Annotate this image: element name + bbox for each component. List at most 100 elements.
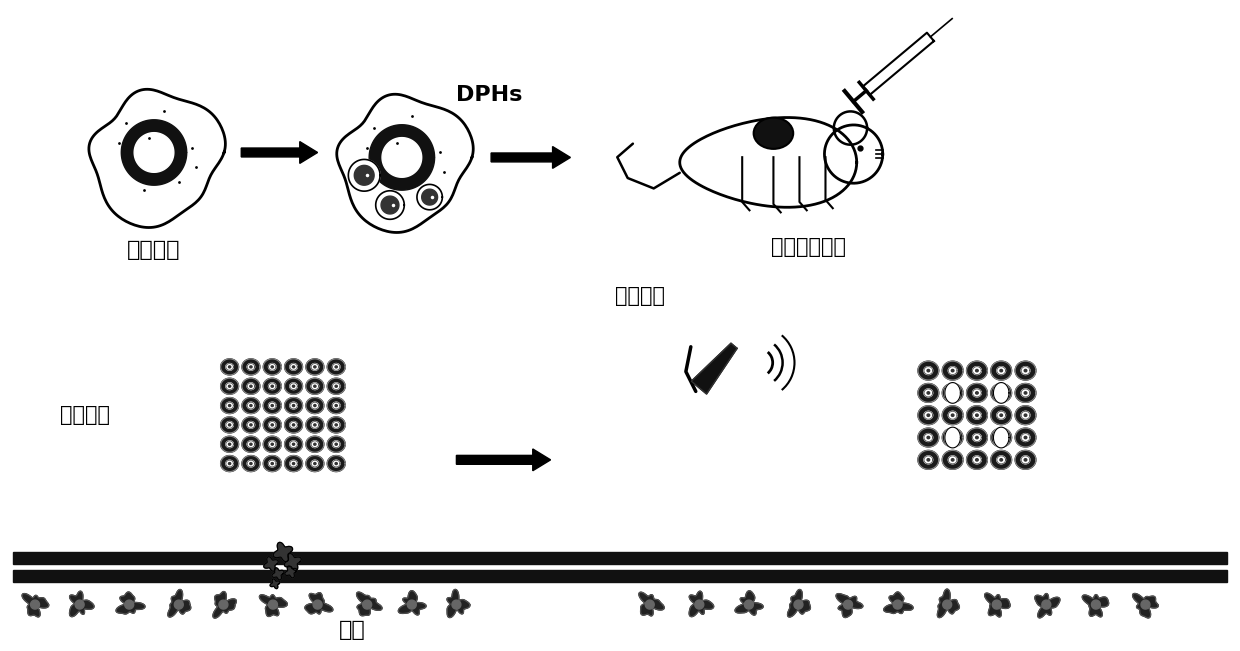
Polygon shape <box>997 456 1006 464</box>
Polygon shape <box>945 427 961 448</box>
Polygon shape <box>1022 389 1030 397</box>
Polygon shape <box>991 361 1012 380</box>
Polygon shape <box>1016 383 1035 402</box>
Polygon shape <box>999 414 1002 417</box>
Polygon shape <box>976 369 978 372</box>
Polygon shape <box>993 383 1009 403</box>
Polygon shape <box>269 600 278 609</box>
Polygon shape <box>1022 411 1030 419</box>
Polygon shape <box>884 592 913 613</box>
Polygon shape <box>272 443 273 445</box>
Polygon shape <box>332 422 340 428</box>
Polygon shape <box>992 600 1001 609</box>
Polygon shape <box>370 125 434 190</box>
Polygon shape <box>290 363 298 370</box>
Polygon shape <box>263 417 281 433</box>
Polygon shape <box>31 600 40 609</box>
Polygon shape <box>285 436 303 452</box>
Polygon shape <box>357 592 382 616</box>
Polygon shape <box>117 592 145 614</box>
Polygon shape <box>242 417 260 433</box>
Polygon shape <box>269 441 277 448</box>
Polygon shape <box>997 411 1006 419</box>
Polygon shape <box>221 436 238 452</box>
Polygon shape <box>285 456 303 471</box>
Text: DPHs: DPHs <box>456 85 523 105</box>
Polygon shape <box>22 594 48 617</box>
Polygon shape <box>949 367 957 374</box>
Polygon shape <box>843 600 852 609</box>
Polygon shape <box>311 422 319 428</box>
Polygon shape <box>221 456 238 471</box>
Polygon shape <box>327 398 345 413</box>
Polygon shape <box>285 566 296 578</box>
Polygon shape <box>226 383 233 389</box>
Polygon shape <box>226 460 233 467</box>
Polygon shape <box>272 424 273 426</box>
Polygon shape <box>376 191 404 219</box>
Polygon shape <box>263 359 281 375</box>
Polygon shape <box>972 367 981 374</box>
Polygon shape <box>363 600 372 609</box>
Polygon shape <box>967 428 987 447</box>
Polygon shape <box>259 595 288 616</box>
Polygon shape <box>249 404 252 407</box>
Polygon shape <box>226 441 233 448</box>
Polygon shape <box>242 141 317 163</box>
Polygon shape <box>249 463 252 465</box>
Polygon shape <box>692 343 737 394</box>
Polygon shape <box>744 600 754 609</box>
Polygon shape <box>335 366 337 368</box>
Polygon shape <box>945 383 961 403</box>
Polygon shape <box>247 402 254 409</box>
Polygon shape <box>924 456 932 464</box>
Polygon shape <box>332 402 340 409</box>
Polygon shape <box>491 146 570 169</box>
Ellipse shape <box>754 118 794 149</box>
Polygon shape <box>272 568 284 580</box>
Polygon shape <box>221 417 238 433</box>
Polygon shape <box>306 378 324 395</box>
Polygon shape <box>985 593 1011 617</box>
Polygon shape <box>69 591 94 616</box>
Polygon shape <box>1035 594 1060 618</box>
Polygon shape <box>272 385 273 387</box>
Polygon shape <box>332 363 340 370</box>
Polygon shape <box>335 385 337 387</box>
Polygon shape <box>272 463 273 465</box>
Polygon shape <box>221 398 238 413</box>
Polygon shape <box>942 450 963 469</box>
Polygon shape <box>219 600 228 609</box>
Polygon shape <box>1016 428 1035 447</box>
Polygon shape <box>942 428 963 447</box>
Polygon shape <box>991 428 1012 447</box>
Polygon shape <box>263 398 281 413</box>
Polygon shape <box>924 434 932 441</box>
Polygon shape <box>381 196 399 214</box>
Polygon shape <box>928 369 930 372</box>
Polygon shape <box>228 463 231 465</box>
Polygon shape <box>247 422 254 428</box>
Polygon shape <box>175 600 184 609</box>
Polygon shape <box>285 378 303 395</box>
Polygon shape <box>348 159 381 191</box>
Polygon shape <box>125 600 134 609</box>
Polygon shape <box>314 424 316 426</box>
Polygon shape <box>242 359 260 375</box>
Polygon shape <box>242 398 260 413</box>
Polygon shape <box>226 422 233 428</box>
Polygon shape <box>937 589 960 618</box>
Polygon shape <box>680 118 857 207</box>
Polygon shape <box>918 450 939 469</box>
Polygon shape <box>918 383 939 402</box>
Polygon shape <box>999 369 1002 372</box>
Polygon shape <box>967 450 987 469</box>
Polygon shape <box>228 404 231 407</box>
Polygon shape <box>273 542 293 562</box>
Polygon shape <box>335 424 337 426</box>
Polygon shape <box>735 591 763 615</box>
Polygon shape <box>928 459 930 461</box>
Polygon shape <box>228 366 231 368</box>
Polygon shape <box>242 456 260 471</box>
Polygon shape <box>942 361 963 380</box>
